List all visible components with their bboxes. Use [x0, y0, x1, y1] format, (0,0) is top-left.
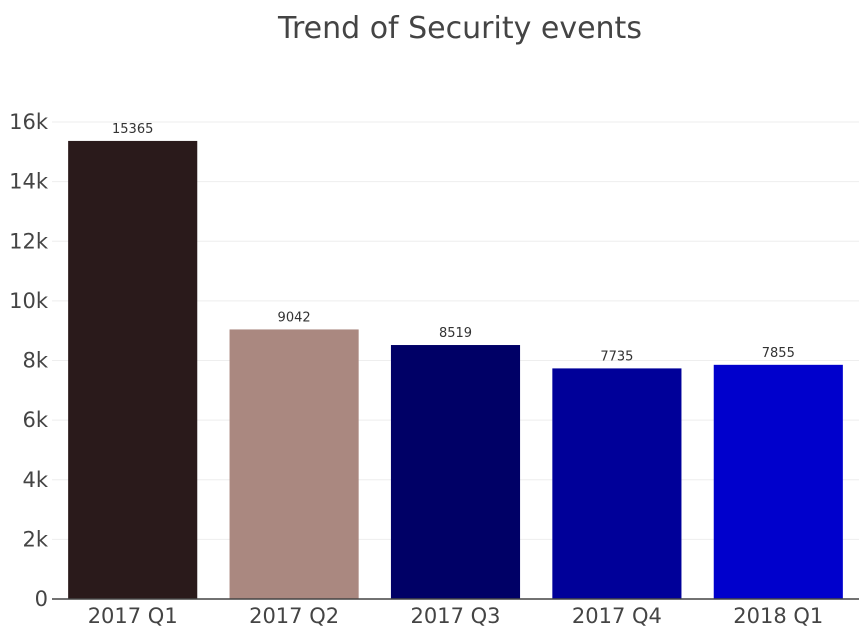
chart-title: Trend of Security events [277, 11, 642, 46]
bar [390, 345, 521, 599]
y-tick-label: 12k [9, 229, 49, 253]
data-label: 8519 [439, 326, 472, 341]
x-tick-label: 2018 Q1 [733, 604, 823, 628]
data-labels: 15365 9042 8519 7735 7855 [112, 122, 795, 364]
y-tick-label: 16k [9, 110, 49, 134]
bars [68, 140, 843, 599]
y-tick-label: 6k [22, 408, 48, 432]
x-axis-ticks: 2017 Q1 2017 Q2 2017 Q3 2017 Q4 2018 Q1 [88, 604, 824, 628]
x-tick-label: 2017 Q4 [572, 604, 662, 628]
x-tick-label: 2017 Q2 [249, 604, 339, 628]
x-tick-label: 2017 Q1 [88, 604, 178, 628]
bar [713, 364, 843, 599]
y-tick-label: 0 [35, 587, 48, 611]
bar [552, 368, 682, 599]
bar [229, 329, 359, 599]
data-label: 9042 [278, 310, 311, 325]
x-tick-label: 2017 Q3 [410, 604, 500, 628]
y-tick-label: 10k [9, 289, 49, 313]
y-axis-ticks: 0 2k 4k 6k 8k 10k 12k 14k 16k [9, 110, 49, 611]
y-tick-label: 2k [22, 527, 48, 551]
bar [68, 140, 198, 599]
y-tick-label: 4k [22, 468, 48, 492]
data-label: 7735 [600, 349, 633, 364]
data-label: 15365 [112, 122, 153, 137]
y-tick-label: 14k [9, 170, 49, 194]
y-tick-label: 8k [22, 349, 48, 373]
data-label: 7855 [762, 346, 795, 361]
